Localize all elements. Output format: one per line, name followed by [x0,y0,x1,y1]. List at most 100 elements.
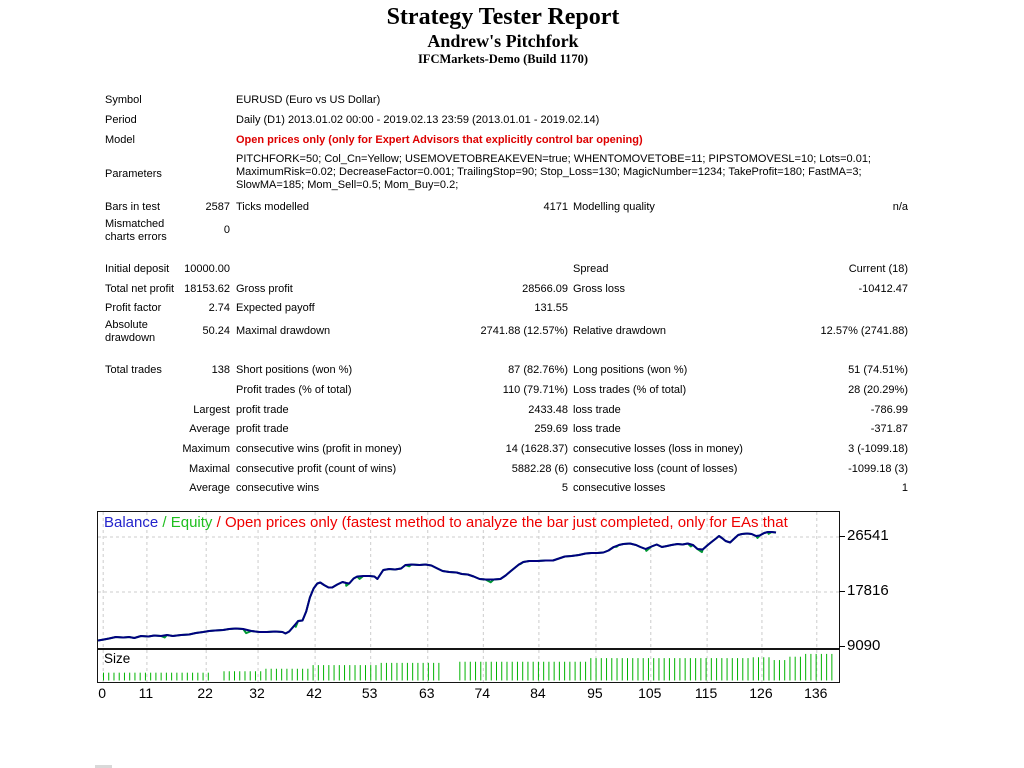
table-cell: Relative drawdown [573,325,666,338]
table-row: Maximum consecutive wins (profit in money… [105,440,908,460]
table-cell: consecutive profit (count of wins) [236,462,397,475]
table-cell: 2741.88 (12.57%) [480,325,568,338]
table-cell: profit trade [236,403,289,416]
table-cell: Total trades [105,364,162,377]
table-cell: 2.74 [208,302,230,315]
table-cell: Bars in test [105,201,161,214]
table-cell: 50.24 [202,325,230,338]
legend-segment: Open prices only (fastest method to anal… [224,514,788,531]
table-cell: Average [189,482,230,495]
table-row: Average profit trade 259.69 loss trade -371.… [105,420,908,440]
table-cell: 5882.28 (6) [511,462,568,475]
table-cell: Mismatched charts errors [105,217,167,243]
table-cell: 259.69 [534,423,568,436]
stats-table: Symbol EURUSD (Euro vs US Dollar) Period Da… [105,91,908,499]
page-title: Strategy Tester Report [386,4,620,30]
table-row: Total net profit 18153.62 Gross profit 2856… [105,279,908,299]
table-cell: 2433.48 [528,403,568,416]
y-tick-label: 26541 [847,527,889,544]
table-cell: Spread [573,263,609,276]
table-row: Symbol EURUSD (Euro vs US Dollar) [105,91,908,111]
legend-segment: / [158,514,171,531]
size-chart: Size [97,649,840,683]
balance-line [98,531,777,642]
table-cell: Ticks modelled [236,201,309,214]
table-cell: Total net profit [105,282,175,295]
table-cell: 28566.09 [522,282,568,295]
table-cell: Profit trades (% of total) [236,383,352,396]
table-row: Initial deposit 10000.00 Spread Current (18… [105,260,908,280]
x-tick-label: 42 [306,685,322,701]
legend-segment: / [212,514,225,531]
clipped-scroll-artifact [95,765,112,768]
row-label: Parameters [105,167,162,180]
y-tick-mark [839,646,845,647]
x-tick-label: 115 [694,685,718,701]
table-cell: 1 [901,482,908,495]
table-cell: Gross profit [236,282,293,295]
table-row: Largest profit trade 2433.48 loss trade -786… [105,400,908,420]
x-tick-label: 0 [98,685,107,701]
expert-advisor-name: Andrew's Pitchfork [427,31,579,51]
row-value: PITCHFORK=50; Col_Cn=Yellow; USEMOVETOBR… [236,153,871,192]
x-tick-label: 95 [587,685,603,701]
table-cell: Short positions (won %) [236,364,353,377]
table-row: Bars in test 2587 Ticks modelled 4171 Modell… [105,198,908,218]
table-cell: 51 (74.51%) [848,364,908,377]
table-cell: 28 (20.29%) [848,383,908,396]
table-cell: consecutive loss (count of losses) [573,462,738,475]
table-cell: consecutive losses [573,482,666,495]
table-cell: Modelling quality [573,201,655,214]
table-row: Period Daily (D1) 2013.01.02 00:00 - 2019… [105,111,908,131]
table-cell: 18153.62 [184,282,230,295]
table-cell: 87 (82.76%) [508,364,568,377]
row-label: Period [105,114,137,127]
table-cell: 110 (79.71%) [502,383,568,396]
table-cell: loss trade [573,423,621,436]
x-tick-label: 11 [138,685,154,701]
table-cell: 10000.00 [184,263,230,276]
size-chart-canvas [102,650,833,682]
x-tick-label: 84 [530,685,546,701]
table-cell: Maximum [182,442,230,455]
equity-line [98,531,777,642]
table-cell: Maximal [189,462,230,475]
table-cell: n/a [892,201,908,214]
x-tick-label: 105 [638,685,662,701]
table-cell: 138 [211,364,230,377]
table-cell: -371.87 [870,423,908,436]
server-build-info: IFCMarkets-Demo (Build 1170) [417,52,589,66]
table-cell: 0 [223,224,230,237]
table-cell: 4171 [543,201,568,214]
x-tick-label: 22 [197,685,213,701]
legend-segment: Equity [170,514,213,531]
table-cell: Maximal drawdown [236,325,331,338]
table-cell: Current (18) [848,263,908,276]
balance-chart-canvas [98,512,839,648]
y-tick-mark [839,590,845,592]
table-cell: 12.57% (2741.88) [820,325,908,338]
row-value: Daily (D1) 2013.01.02 00:00 - 2019.02.13… [236,114,600,127]
table-cell: Long positions (won %) [573,364,688,377]
table-cell: -10412.47 [858,282,908,295]
x-tick-label: 136 [804,685,828,701]
table-cell: consecutive losses (loss in money) [573,442,743,455]
table-row: Total trades 138 Short positions (won %) 87… [105,361,908,381]
table-cell: Initial deposit [105,263,170,276]
table-cell: loss trade [573,403,621,416]
y-tick-mark [839,536,845,537]
table-row: Average consecutive wins 5 consecutive loss… [105,479,908,499]
row-value: EURUSD (Euro vs US Dollar) [236,94,381,107]
row-label: Model [105,133,135,146]
x-tick-label: 74 [474,685,491,701]
x-tick-label: 53 [361,685,378,701]
table-cell: 2587 [205,201,230,214]
table-cell: consecutive wins [236,482,320,495]
x-tick-label: 63 [418,685,435,701]
table-row: Absolute drawdown 50.24 Maximal drawdown 27… [105,319,908,345]
x-tick-label: 126 [749,685,773,701]
title-block: Strategy Tester Report Andrew's Pitchfor… [0,4,1006,67]
x-tick-label: 32 [249,685,265,701]
table-row: Parameters PITCHFORK=50; Col_Cn=Yellow; U… [105,150,908,198]
table-cell: Average [189,423,230,436]
